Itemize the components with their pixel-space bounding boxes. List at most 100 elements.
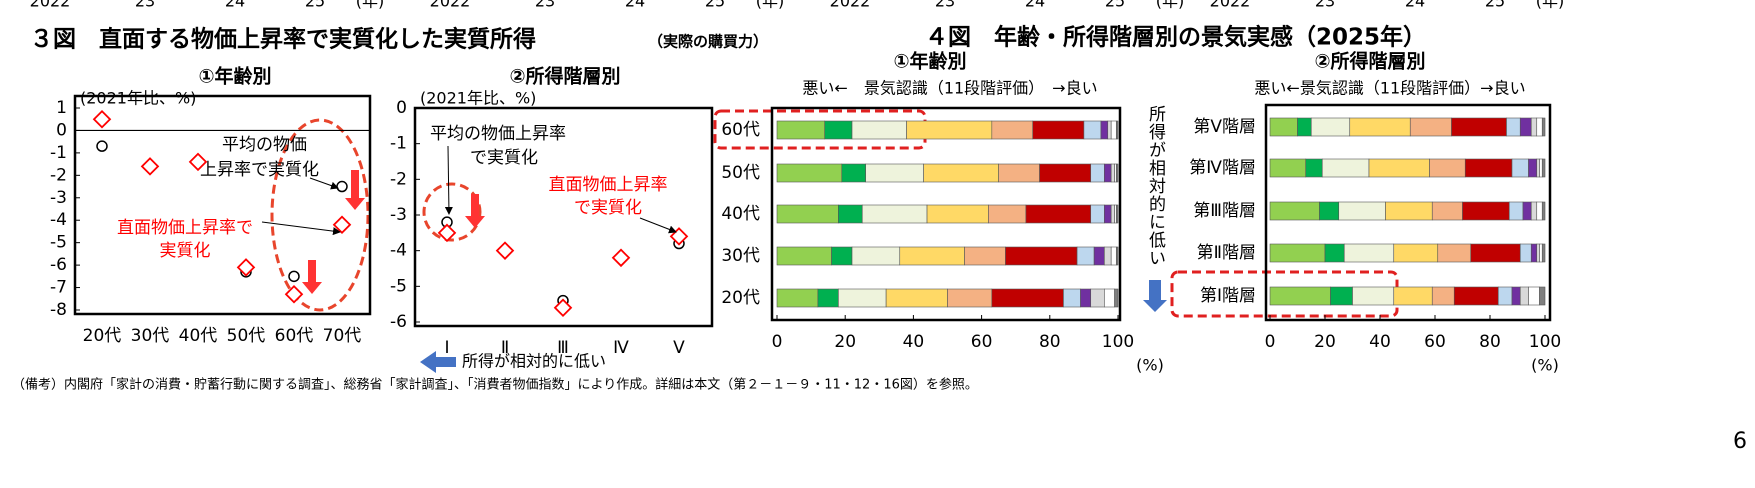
bar-segment — [1297, 117, 1312, 137]
bar-segment — [1090, 288, 1105, 308]
point — [236, 258, 256, 277]
y-tick-label: 1 — [56, 98, 67, 118]
x-tick-label: 20代 — [83, 326, 122, 346]
figure-title: ４図 年齢・所得階層別の景気実感（2025年） — [925, 24, 1426, 51]
down-arrow — [1143, 280, 1167, 312]
x-tick-label: 80 — [1479, 332, 1501, 352]
bar-segment — [851, 246, 901, 266]
bar-segment — [824, 120, 853, 140]
bar-segment — [1104, 204, 1112, 224]
y-tick-label: 20代 — [721, 288, 760, 308]
top-strip-label: 24 — [625, 0, 645, 11]
bar-segment — [1310, 117, 1351, 137]
bar-segment — [1063, 288, 1081, 308]
top-strip-label: 23 — [1315, 0, 1335, 11]
point — [611, 248, 631, 268]
y-tick-label: -6 — [50, 255, 67, 275]
bar-segment — [1319, 201, 1340, 221]
x-tick-label: Ⅰ — [444, 338, 449, 358]
top-strip-label: 25 — [1105, 0, 1125, 11]
bar-segment — [1431, 286, 1455, 306]
x-tick-label: 20 — [834, 332, 856, 352]
x-tick-label: 40 — [903, 332, 925, 352]
y-tick-label: -2 — [50, 165, 67, 185]
top-strip-label: 2022 — [1210, 0, 1251, 11]
scale-label: 悪い←景気認識（11段階評価）→良い — [1254, 79, 1525, 98]
x-tick-label: Ⅱ — [501, 338, 509, 358]
down-arrow — [302, 260, 322, 294]
bar-segment — [861, 204, 928, 224]
bar-segment — [817, 288, 839, 308]
bar-segment — [899, 246, 965, 266]
y-tick-label: -5 — [50, 233, 67, 253]
y-tick-label: -8 — [50, 300, 67, 320]
bar-segment — [1110, 246, 1117, 266]
x-tick-label: 70代 — [323, 326, 362, 346]
bar-segment — [998, 163, 1040, 183]
bar-segment — [1104, 288, 1115, 308]
point — [96, 140, 108, 152]
bar-segment — [1511, 286, 1521, 306]
bar-segment — [1539, 243, 1543, 263]
x-tick-label: 20 — [1314, 332, 1336, 352]
bar-segment — [776, 246, 832, 266]
annotation-arrow — [444, 145, 453, 215]
y-tick-label: 50代 — [721, 163, 760, 183]
down-arrow — [465, 194, 485, 228]
bar-segment — [885, 288, 948, 308]
bar-segment — [1115, 204, 1119, 224]
bar-segment — [1536, 117, 1543, 137]
axis-unit: (2021年比、%) — [420, 89, 536, 108]
bar-segment — [1076, 246, 1095, 266]
bar-segment — [1506, 117, 1521, 137]
bar-segment — [926, 204, 989, 224]
point — [284, 285, 304, 304]
chart-title: ①年齢別 — [893, 50, 966, 73]
bar-segment — [991, 120, 1034, 140]
bar-segment — [1530, 201, 1538, 221]
bar-segment — [776, 163, 843, 183]
y-tick-label: -4 — [390, 241, 407, 261]
y-tick-label: -3 — [390, 205, 407, 225]
bar-segment — [1522, 201, 1532, 221]
source-note: （備考）内閣府「家計の消費・貯蓄行動に関する調査」、総務省「家計調査」、「消費者… — [12, 377, 978, 393]
bar-segment — [1453, 286, 1499, 306]
bar-segment — [1536, 243, 1540, 263]
bar-segment — [1528, 158, 1538, 178]
point — [188, 152, 208, 172]
point — [495, 241, 515, 260]
y-tick-label: 第Ⅱ階層 — [1197, 243, 1256, 263]
y-tick-label: 0 — [396, 98, 407, 118]
x-tick-label: 80 — [1039, 332, 1061, 352]
bar-segment — [1115, 246, 1119, 266]
y-tick-label: -3 — [50, 188, 67, 208]
bar-segment — [1324, 243, 1345, 263]
highlight-circle — [422, 182, 482, 242]
y-tick-label: -6 — [390, 312, 407, 332]
bar-segment — [1083, 120, 1102, 140]
bar-segment — [1115, 163, 1119, 183]
y-tick-label: 0 — [56, 120, 67, 140]
bar-segment — [1470, 243, 1521, 263]
bar-segment — [1090, 204, 1105, 224]
plot-frame — [73, 94, 372, 316]
bar-segment — [1025, 204, 1092, 224]
bar-segment — [1115, 120, 1119, 140]
bar-segment — [1110, 120, 1117, 140]
bar-segment — [1530, 243, 1538, 263]
bar-segment — [1269, 158, 1307, 178]
side-label: 所得が相対的に低い — [1145, 105, 1166, 267]
bar-segment — [1429, 158, 1466, 178]
bar-segment — [1539, 158, 1543, 178]
annotation: 直面物価上昇率 — [549, 175, 668, 195]
top-strip-label: 23 — [935, 0, 955, 11]
bar-segment — [1305, 158, 1323, 178]
top-strip-label: (年) — [1156, 0, 1185, 11]
bar-segment — [1530, 117, 1538, 137]
y-tick-label: 第Ⅰ階層 — [1200, 286, 1256, 306]
bar-segment — [1032, 120, 1085, 140]
y-tick-label: -5 — [390, 276, 407, 296]
y-tick-label: -2 — [390, 169, 407, 189]
y-tick-label: 第Ⅴ階層 — [1193, 117, 1256, 137]
